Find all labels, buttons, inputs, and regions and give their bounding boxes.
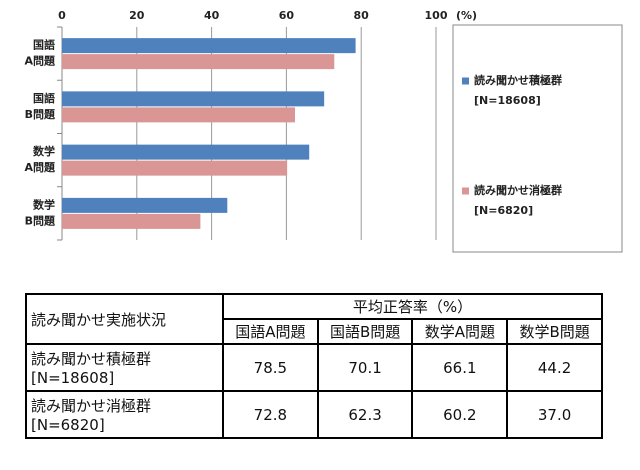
legend-label: 読み聞かせ消極群: [474, 183, 562, 197]
table-cell: 読み聞かせ実施状況: [25, 293, 224, 345]
y-tick-label: A問題: [24, 161, 56, 174]
cell-text: 44.2: [537, 358, 572, 377]
table-row: 国語A問題 国語B問題 数学A問題 数学B問題: [26, 318, 603, 345]
y-tick-label: 数学: [33, 144, 55, 158]
cell-text: 70.1: [348, 358, 382, 377]
y-tick-label: B問題: [25, 214, 56, 227]
legend-swatch: [462, 187, 469, 195]
table-cell: 平均正答率（%）: [222, 293, 603, 320]
x-tick-label: 0: [58, 9, 66, 22]
legend-swatch: [462, 77, 469, 85]
cell-text: 国語A問題: [235, 323, 306, 341]
y-tick-label: A問題: [24, 55, 56, 68]
legend-box: [452, 24, 623, 253]
table-cell: 78.5: [222, 343, 319, 392]
table-cell: 国語A問題: [222, 318, 319, 345]
table-cell: 数学A問題: [411, 318, 509, 345]
cell-text: 66.1: [443, 358, 477, 377]
bar: [62, 213, 201, 229]
bar: [62, 144, 310, 160]
cell-text: 78.5: [253, 358, 288, 377]
table-row: 読み聞かせ実施状況 平均正答率（%）: [25, 293, 603, 345]
cell-text: 国語B問題: [329, 323, 401, 341]
legend-note: [N=18608]: [474, 94, 541, 107]
bar: [62, 91, 325, 107]
bar: [62, 107, 296, 123]
table-cell: 国語B問題: [316, 318, 414, 345]
table-cell: 66.1: [411, 343, 509, 392]
bar: [62, 38, 356, 54]
y-tick-label: 数学: [33, 197, 55, 211]
table-cell: 70.1: [316, 343, 414, 392]
cell-text: 62.3: [348, 405, 382, 424]
data-table: 読み聞かせ実施状況 平均正答率（%） 国語A問題 国語B問題 数学A問題 数学B問題 読み聞…: [25, 293, 603, 439]
x-tick-label: 40: [204, 9, 220, 22]
cell-text: 72.8: [253, 405, 288, 424]
x-tick-label: 80: [354, 9, 370, 22]
table-cell: 72.8: [222, 390, 319, 439]
table-cell: 読み聞かせ消極群 [N=6820]: [25, 390, 224, 439]
cell-text: 読み聞かせ実施状況: [31, 310, 167, 329]
cell-text: 読み聞かせ積極群: [31, 350, 152, 368]
cell-text: 37.0: [537, 405, 572, 424]
cell-text: [N=18608]: [31, 369, 115, 387]
table-cell: 数学B問題: [506, 318, 603, 345]
table-row: 読み聞かせ消極群 [N=6820] 72.8 62.3 60.2 37.0: [25, 390, 603, 439]
x-unit: (%): [456, 9, 477, 22]
cell-text: 数学B問題: [519, 323, 590, 341]
table-cell: 37.0: [506, 390, 603, 439]
cell-text: [N=6820]: [31, 416, 105, 434]
x-tick-label: 100: [425, 9, 448, 22]
legend-note: [N=6820]: [474, 204, 533, 217]
legend-label: 読み聞かせ積極群: [474, 73, 562, 87]
table-cell: 44.2: [506, 343, 603, 392]
y-tick-label: B問題: [25, 108, 56, 121]
table-cell: 62.3: [316, 390, 414, 439]
y-tick-label: 国語: [33, 38, 55, 52]
x-tick-label: 60: [279, 9, 295, 22]
bar: [62, 160, 288, 176]
cell-text: 数学A問題: [424, 323, 495, 341]
bar: [62, 54, 335, 70]
table-cell: 読み聞かせ積極群 [N=18608]: [25, 343, 224, 392]
y-tick-label: 国語: [33, 91, 55, 105]
cell-text: 60.2: [443, 405, 477, 424]
cell-text: 読み聞かせ消極群: [31, 397, 152, 415]
x-tick-label: 20: [129, 9, 145, 22]
table-row: 読み聞かせ積極群 [N=18608] 78.5 70.1 66.1 44.2: [25, 343, 603, 392]
table-cell: 60.2: [411, 390, 509, 439]
chart: 0 20 40 60 80 100 (%)国語A問題国語B問題数学A問題数学B問題読み聞かせ…: [24, 9, 623, 253]
bar: [62, 197, 228, 213]
cell-text: 平均正答率（%）: [352, 298, 473, 316]
